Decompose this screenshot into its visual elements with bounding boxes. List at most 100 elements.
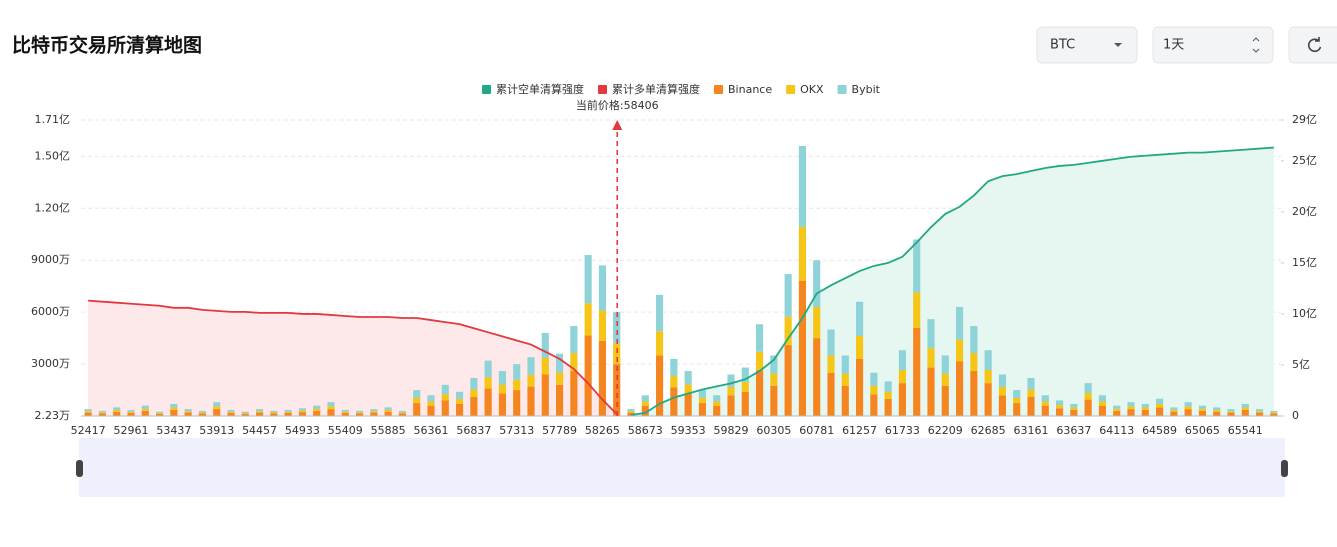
bar [713, 401, 721, 406]
bar [598, 265, 606, 311]
bar [1270, 410, 1278, 413]
bar [998, 374, 1006, 387]
x-tick-label: 65065 [1185, 424, 1220, 437]
slider-handle[interactable] [1281, 460, 1288, 477]
bar [1198, 410, 1206, 416]
bar [741, 391, 749, 416]
period-select[interactable] [1152, 26, 1274, 64]
bar [570, 353, 578, 372]
range-slider[interactable] [79, 438, 1285, 497]
bar [856, 336, 864, 359]
bar [998, 395, 1006, 416]
bar [313, 410, 321, 416]
bar [670, 358, 678, 377]
bar [1156, 403, 1164, 408]
bar [398, 412, 406, 414]
bar [798, 226, 806, 282]
bar [1156, 398, 1164, 404]
bar [156, 413, 164, 416]
bar [84, 409, 92, 412]
bar [956, 339, 964, 362]
caret [1114, 43, 1122, 47]
bar [84, 411, 92, 413]
bar [170, 407, 178, 410]
y2-tick-label: 25亿 [1292, 154, 1317, 167]
bar [1084, 399, 1092, 416]
bar [1198, 405, 1206, 409]
bar [484, 377, 492, 389]
bar [1070, 409, 1078, 416]
bar [1056, 408, 1064, 416]
bar [127, 413, 135, 416]
bar [484, 360, 492, 378]
bar [98, 410, 106, 413]
bar [1256, 409, 1264, 412]
bar [756, 324, 764, 352]
arrow-head [612, 120, 623, 130]
x-tick-label: 56837 [456, 424, 491, 437]
bar [1184, 406, 1192, 410]
x-tick-label: 59353 [671, 424, 706, 437]
bar [827, 372, 835, 416]
bar [698, 397, 706, 404]
legend-swatch [598, 85, 608, 94]
bar [798, 281, 806, 416]
bar [684, 384, 692, 394]
bar [984, 383, 992, 416]
bar [1241, 403, 1249, 408]
bar [527, 357, 535, 375]
bar [1084, 383, 1092, 394]
bar [941, 385, 949, 416]
bar [827, 355, 835, 373]
bar [341, 409, 349, 412]
x-tick-label: 57313 [499, 424, 534, 437]
bar [284, 413, 292, 416]
bar [227, 411, 235, 414]
slider-handle[interactable] [76, 460, 83, 477]
refresh-button[interactable] [1288, 26, 1337, 64]
x-tick-label: 56361 [414, 424, 449, 437]
bar [1027, 389, 1035, 397]
bar [956, 361, 964, 416]
bar [813, 338, 821, 416]
bar [398, 413, 406, 416]
line-area [88, 300, 617, 416]
bar [356, 412, 364, 414]
bar [270, 412, 278, 414]
bar [184, 411, 192, 413]
bar [341, 413, 349, 416]
x-tick-label: 64589 [1142, 424, 1177, 437]
page-title: 比特币交易所清算地图 [12, 34, 202, 57]
bar [813, 260, 821, 307]
bar [456, 399, 464, 404]
bar [313, 405, 321, 409]
x-tick-label: 59829 [714, 424, 749, 437]
bar [698, 403, 706, 416]
bar [998, 386, 1006, 396]
bar [584, 335, 592, 416]
bar [470, 396, 478, 416]
bar [227, 413, 235, 416]
symbol-select[interactable] [1036, 26, 1138, 64]
bar [241, 413, 249, 414]
y-tick-label: 3000万 [31, 357, 70, 370]
bar [370, 409, 378, 412]
bar [570, 326, 578, 354]
x-tick-label: 52417 [71, 424, 106, 437]
bar [541, 374, 549, 416]
legend-label: 累计空单清算强度 [496, 82, 584, 96]
bar [270, 410, 278, 413]
bar [770, 355, 778, 374]
bar [741, 367, 749, 383]
bar [427, 395, 435, 402]
x-tick-label: 53437 [156, 424, 191, 437]
period-value: 1天 [1163, 38, 1184, 53]
bar [456, 403, 464, 416]
bar [584, 303, 592, 336]
bar [641, 395, 649, 402]
x-tick-label: 61257 [842, 424, 877, 437]
bar [1056, 400, 1064, 406]
bar [813, 306, 821, 339]
bar [384, 407, 392, 410]
bar [1256, 412, 1264, 416]
